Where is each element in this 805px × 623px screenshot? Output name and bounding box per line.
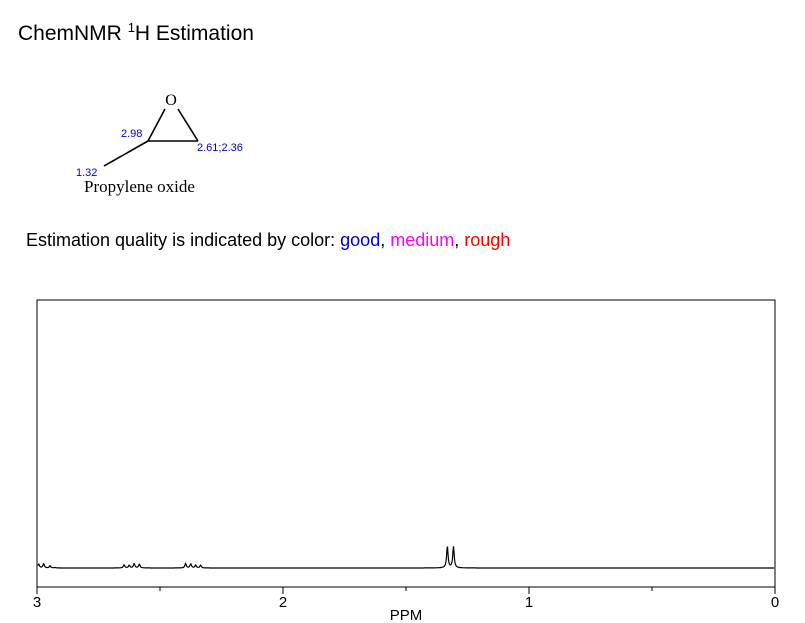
page-title: ChemNMR 1H Estimation xyxy=(18,20,254,46)
quality-good: good xyxy=(340,230,381,250)
x-tick-label: 0 xyxy=(771,594,779,611)
shift-label-ch3: 1.32 xyxy=(76,167,97,179)
x-tick-label: 1 xyxy=(525,594,533,611)
quality-legend-prefix: Estimation quality is indicated by color… xyxy=(26,230,341,250)
plot-frame xyxy=(36,299,776,588)
ring-bond-co-left xyxy=(147,108,166,142)
shift-label-ch: 2.98 xyxy=(121,128,142,140)
spectrum-trace xyxy=(37,546,774,569)
x-axis-ticks: 3 2 1 0 xyxy=(33,587,779,611)
oxygen-atom-label: O xyxy=(165,92,177,109)
x-axis-label: PPM xyxy=(390,607,423,623)
molecule-structure: O 2.98 2.61;2.36 1.32 Propylene oxide xyxy=(76,92,243,196)
quality-rough: rough xyxy=(464,230,511,250)
quality-medium: medium xyxy=(390,230,455,250)
x-tick-label: 3 xyxy=(33,594,41,611)
x-tick-label: 2 xyxy=(279,594,287,611)
quality-sep-2: , xyxy=(454,230,465,250)
nmr-spectrum-chart: 3 2 1 0 PPM xyxy=(33,299,779,623)
title-suffix: H Estimation xyxy=(134,22,254,45)
quality-sep-1: , xyxy=(380,230,391,250)
title-prefix: ChemNMR xyxy=(18,22,128,45)
quality-legend: Estimation quality is indicated by color… xyxy=(26,230,510,251)
title-superscript: 1 xyxy=(127,20,135,35)
methyl-bond xyxy=(103,140,149,167)
compound-name: Propylene oxide xyxy=(84,177,195,196)
ring-bond-co-right xyxy=(177,108,199,142)
shift-label-ch2: 2.61;2.36 xyxy=(197,142,243,154)
